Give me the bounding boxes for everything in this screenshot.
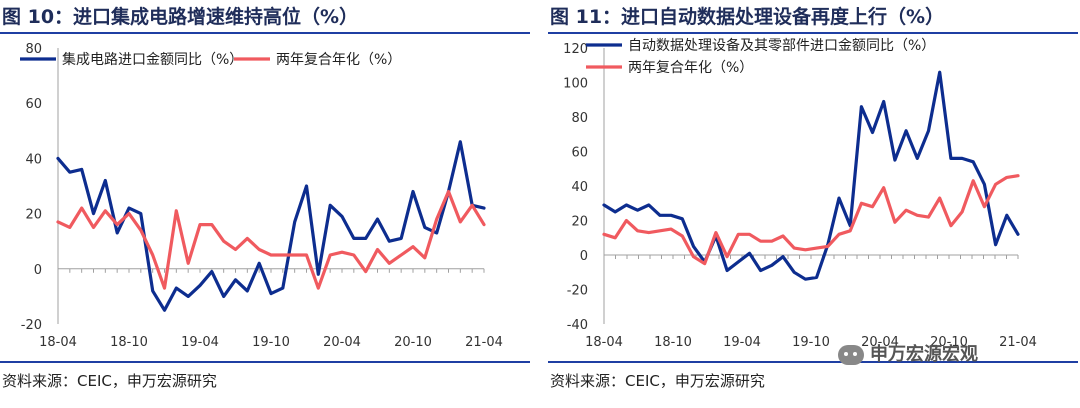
y-tick-label: 100 [563, 77, 588, 92]
line-chart: 80 60 40 20 0 -20 18-04 18-10 19-04 19-10 20-04 20-… [20, 42, 503, 350]
line-chart: 120 100 80 60 40 20 0 -20 -40 18-04 18-10 19-04 19-1… [563, 37, 1037, 350]
y-tick-label: 20 [25, 208, 42, 223]
y-tick-label: 20 [571, 215, 588, 230]
legend-label: 集成电路进口金额同比（%） [62, 51, 243, 68]
y-tick-label: -20 [567, 284, 588, 299]
wechat-icon [838, 345, 864, 365]
x-tick-label: 18-10 [654, 335, 692, 350]
x-tick-label: 21-04 [465, 335, 503, 350]
legend-label: 自动数据处理设备及其零部件进口金额同比（%） [628, 37, 935, 54]
x-tick-label: 20-04 [861, 335, 899, 350]
source-rule [0, 361, 530, 363]
title-rule [0, 32, 530, 34]
y-tick-label: 40 [571, 180, 588, 195]
y-tick-label: -20 [21, 318, 42, 333]
y-tick-label: 120 [563, 42, 588, 57]
y-tick-label: 60 [25, 97, 42, 112]
series-line-cagr [602, 174, 1020, 266]
series-line-yoy [602, 70, 1020, 281]
watermark-text: 申万宏源宏观 [870, 344, 978, 365]
chart-panel-adp: 图 11：进口自动数据处理设备再度上行（%） 120 100 80 60 40 20 0 -2… [548, 0, 1080, 408]
x-tick-label: 19-10 [792, 335, 830, 350]
y-tick-label: -40 [567, 318, 588, 333]
y-tick-label: 0 [580, 249, 588, 264]
x-tick-label: 19-04 [181, 335, 219, 350]
legend-label: 两年复合年化（%） [276, 51, 401, 68]
x-tick-label: 18-04 [585, 335, 623, 350]
x-tick-label: 19-04 [723, 335, 761, 350]
watermark: 申万宏源宏观 [838, 340, 978, 366]
series-line-yoy [56, 140, 486, 312]
y-tick-label: 80 [571, 111, 588, 126]
x-tick-label: 20-10 [930, 335, 968, 350]
chart-title: 图 10：进口集成电路增速维持高位（%） [2, 6, 359, 28]
source-note: 资料来源：CEIC，申万宏源研究 [2, 372, 217, 390]
x-tick-label: 20-04 [323, 335, 361, 350]
y-tick-label: 80 [25, 42, 42, 57]
legend-label: 两年复合年化（%） [628, 59, 753, 76]
y-tick-label: 0 [34, 263, 42, 278]
x-tick-label: 20-10 [394, 335, 432, 350]
chart-title: 图 11：进口自动数据处理设备再度上行（%） [550, 6, 945, 28]
title-rule [548, 32, 1078, 34]
chart-panel-ic: 图 10：进口集成电路增速维持高位（%） 80 60 40 20 0 -20 18-04 18… [0, 0, 532, 408]
series-line-cagr [56, 189, 486, 290]
x-tick-label: 18-04 [39, 335, 77, 350]
source-rule [548, 361, 1078, 363]
x-tick-label: 18-10 [110, 335, 148, 350]
y-tick-label: 60 [571, 146, 588, 161]
x-tick-label: 21-04 [999, 335, 1037, 350]
y-tick-label: 40 [25, 152, 42, 167]
source-note: 资料来源：CEIC，申万宏源研究 [550, 372, 765, 390]
x-tick-label: 19-10 [252, 335, 290, 350]
